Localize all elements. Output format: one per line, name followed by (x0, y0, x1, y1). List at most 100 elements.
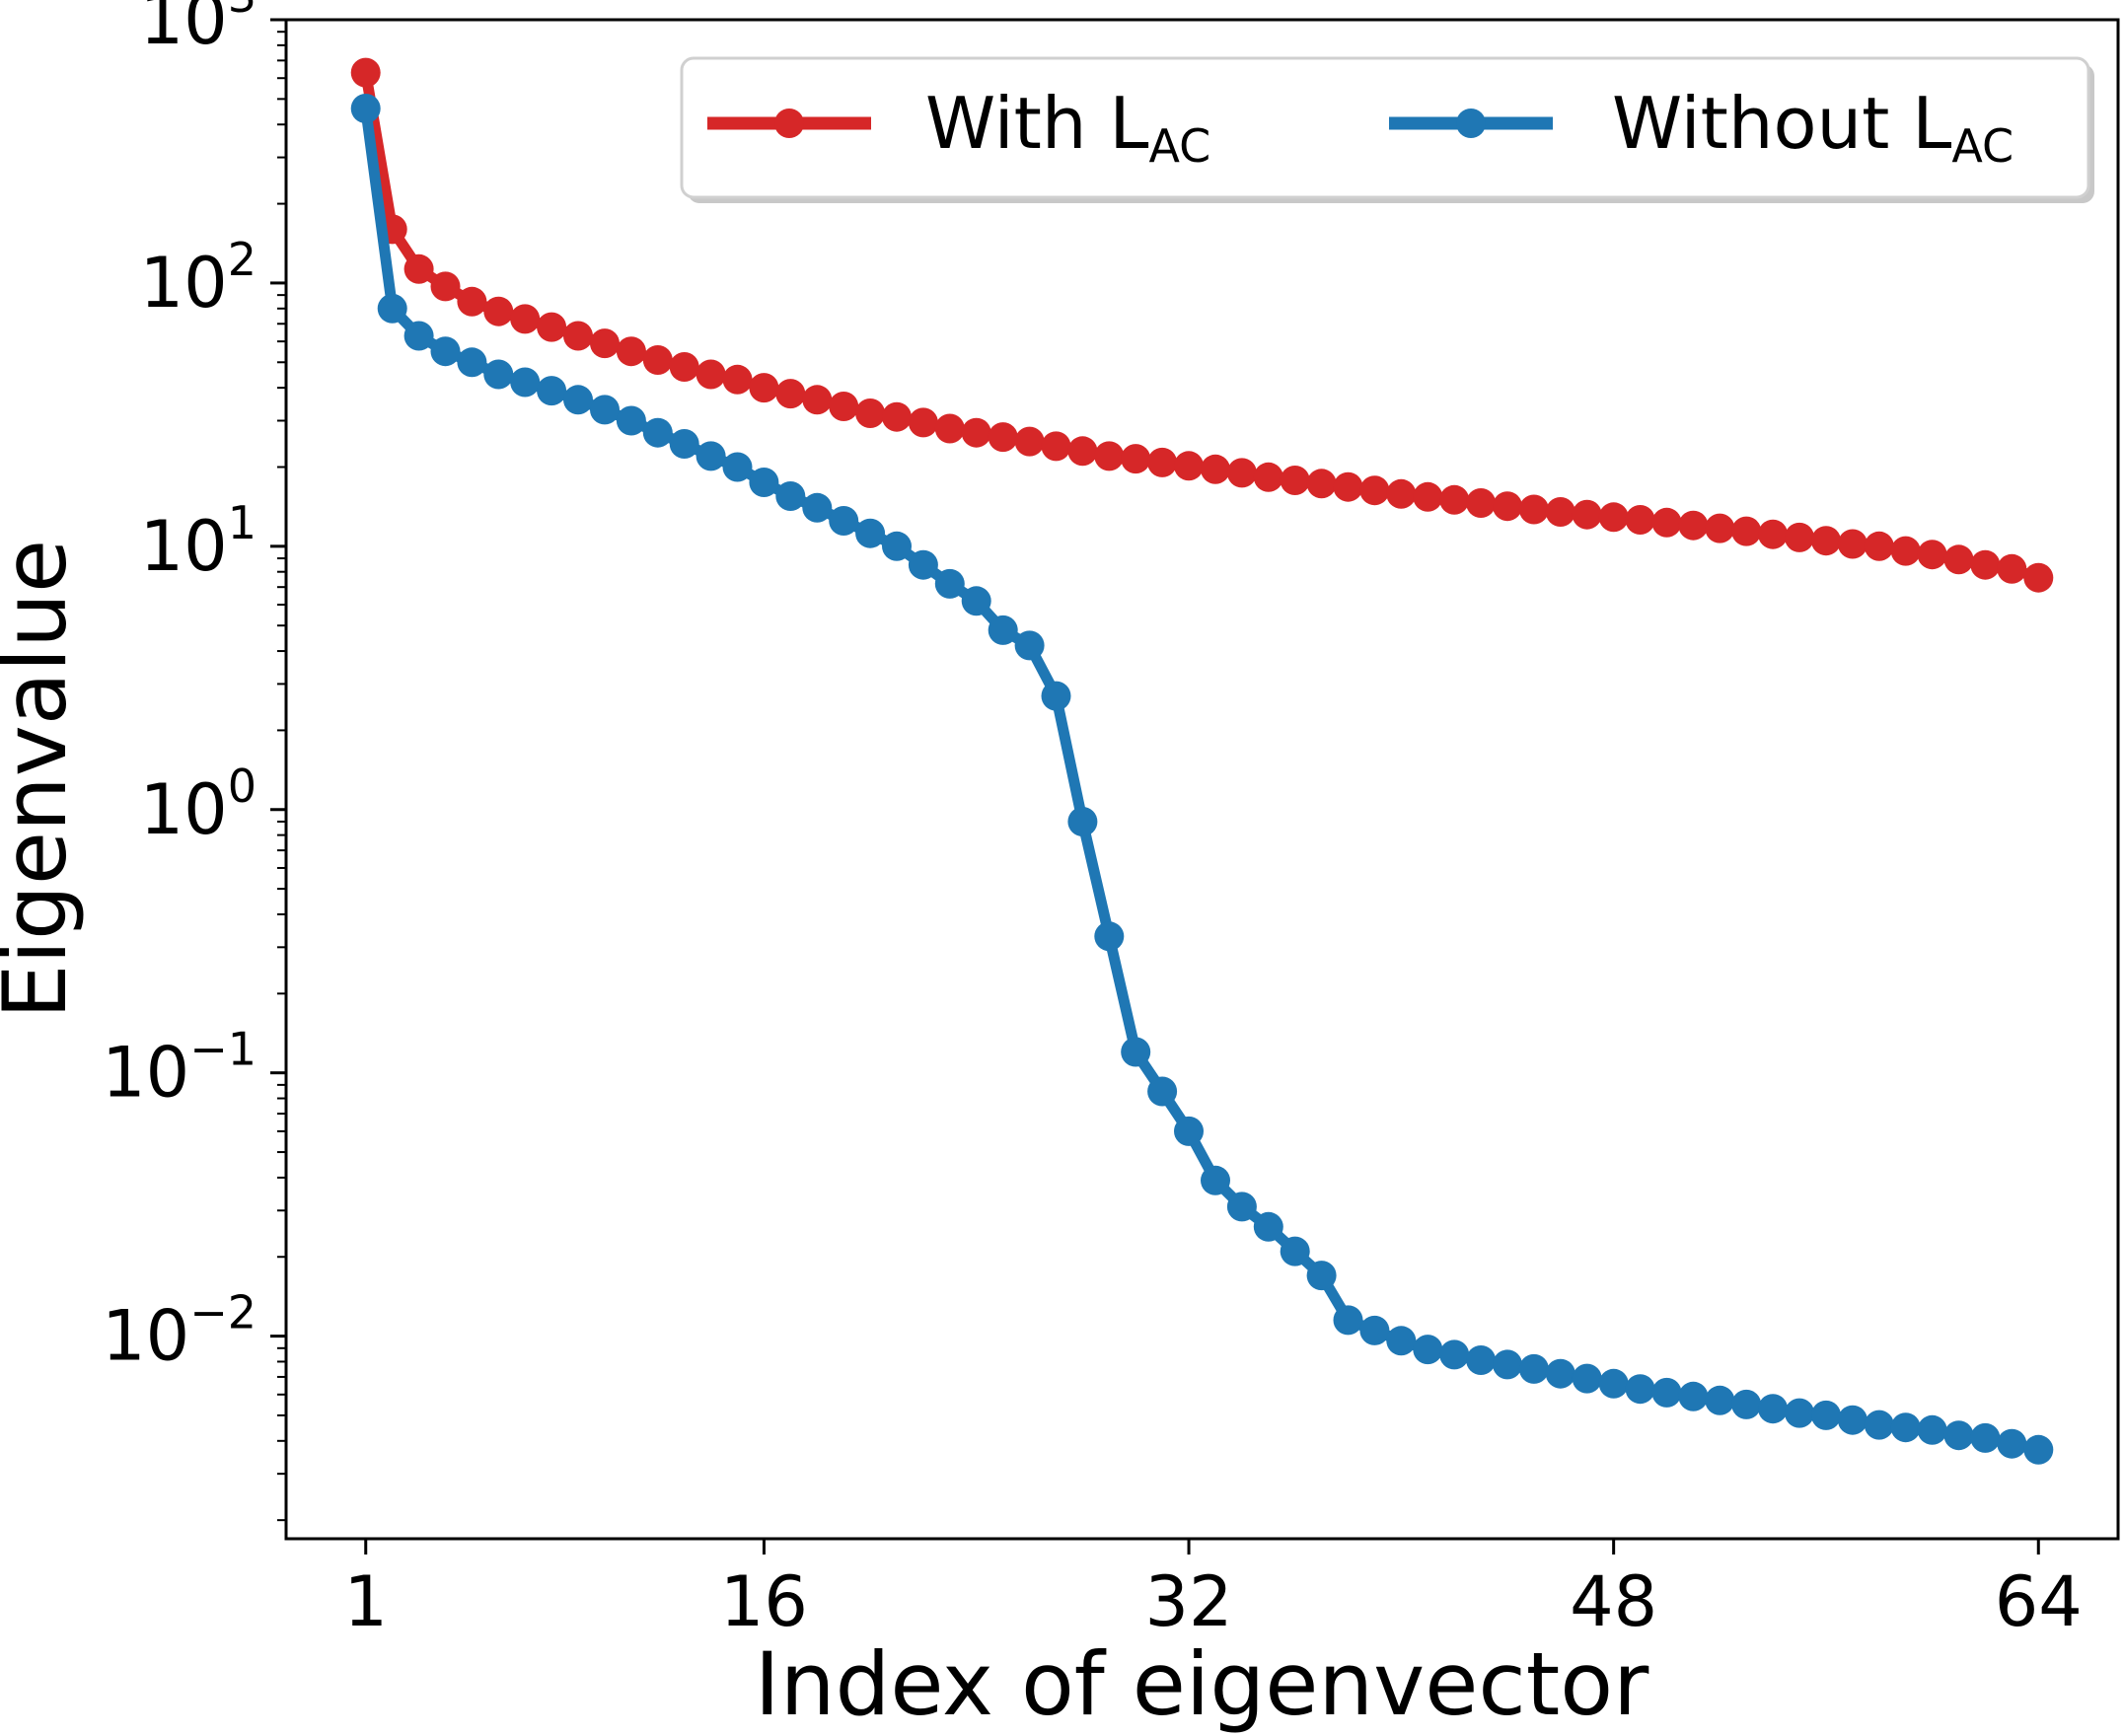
series-0-point (855, 398, 886, 428)
series-0-point (1094, 441, 1125, 471)
series-1-point (1333, 1305, 1363, 1336)
series-0-point (1917, 540, 1947, 570)
series-1-point (1280, 1236, 1310, 1266)
x-ticks: 1 16 32 48 64 (343, 1539, 2083, 1642)
series-1-point (934, 568, 965, 599)
series-0-point (563, 321, 593, 351)
y-tick-label: 103 (140, 0, 256, 60)
series-0-point (1466, 488, 1497, 518)
series-1-point (1758, 1394, 1789, 1424)
series-1-point (377, 293, 407, 324)
series-0-point (1705, 513, 1735, 543)
series-0-point (829, 392, 859, 421)
series-0-point (1306, 469, 1337, 499)
series-1-point (350, 94, 381, 123)
series-0-point (1837, 529, 1868, 559)
series-1-point (1598, 1368, 1629, 1399)
series-0-point (1359, 475, 1390, 506)
series-1-point (616, 405, 646, 436)
series-0-point (961, 417, 991, 448)
series-1-point (1386, 1326, 1417, 1356)
series-1-point (722, 452, 753, 482)
series-0-point (1731, 516, 1762, 546)
series-0-point (1598, 502, 1629, 533)
y-tick-label: 101 (140, 496, 256, 587)
series-1-point (908, 549, 938, 580)
series-1-point (1785, 1398, 1814, 1428)
legend-marker-without (1456, 108, 1486, 138)
plot-area: 103 102 101 100 10−1 10−2 1 16 32 48 64 (102, 0, 2120, 1642)
series-1-point (1545, 1358, 1575, 1389)
series-1-point (1890, 1412, 1921, 1443)
x-tick-label: 1 (343, 1561, 388, 1642)
series-0-point (1121, 444, 1151, 474)
legend-entry-with: With LAC (707, 82, 1210, 173)
series-1-point (1518, 1353, 1549, 1384)
series-1-point (1306, 1261, 1337, 1291)
series-1-point (1359, 1315, 1390, 1345)
x-tick-label: 16 (720, 1561, 808, 1642)
series-1-point (642, 417, 673, 448)
series-1-point (403, 321, 434, 351)
series-0-point (722, 364, 753, 395)
series-1-point (1651, 1377, 1682, 1408)
series-0-point (1147, 447, 1178, 477)
series-0-point (775, 379, 806, 409)
plot-frame (284, 18, 2120, 1541)
y-minor-ticks (277, 31, 286, 1522)
series-0-point (1518, 494, 1549, 525)
series-0-point (1890, 536, 1921, 566)
series-0-point (934, 413, 965, 444)
series-1-point (855, 518, 886, 548)
series-0-point (1333, 471, 1363, 502)
series-1-point (1970, 1422, 2001, 1453)
series-layer (350, 57, 2054, 1465)
x-tick-label: 32 (1145, 1561, 1233, 1642)
series-1-point (1705, 1385, 1735, 1415)
legend-marker-with (774, 108, 804, 138)
series-1-point (775, 481, 806, 511)
series-0-point (1785, 522, 1814, 552)
series-0-point (1997, 553, 2027, 584)
legend: With LAC Without LAC (680, 56, 2094, 203)
series-1-point (483, 359, 514, 390)
series-0-point (1864, 531, 1894, 561)
y-tick-label: 10−1 (102, 1023, 256, 1114)
series-0-point (616, 336, 646, 367)
series-1-point (1253, 1211, 1283, 1242)
series-0-point (1625, 505, 1655, 535)
series-1-point (1094, 921, 1125, 952)
series-1-point (749, 468, 779, 497)
series-1-point (1943, 1420, 1974, 1451)
series-0-point (1014, 426, 1045, 457)
x-tick-label: 64 (1995, 1561, 2083, 1642)
series-1-point (1625, 1374, 1655, 1405)
series-0-point (802, 385, 833, 415)
series-0-point (403, 253, 434, 284)
series-0-point (590, 328, 620, 359)
series-0-point (1493, 491, 1522, 522)
x-tick-label: 48 (1570, 1561, 1657, 1642)
series-0-point (696, 359, 726, 390)
y-tick-label: 100 (140, 760, 256, 850)
legend-label-with: With LAC (925, 82, 1210, 173)
series-1-point (1147, 1076, 1178, 1107)
series-0-point (2023, 562, 2054, 593)
series-1-point (696, 441, 726, 471)
series-1-point (1997, 1428, 2027, 1459)
series-0-point (1439, 484, 1470, 515)
series-1-point (430, 336, 461, 367)
series-1-point (1201, 1165, 1230, 1195)
series-1-point (1731, 1389, 1762, 1419)
series-1-point (510, 367, 541, 398)
legend-box (680, 56, 2090, 199)
series-1-point (1572, 1363, 1602, 1394)
series-1-point (1864, 1410, 1894, 1440)
series-0-point (1253, 462, 1283, 492)
series-1-point (1466, 1345, 1497, 1375)
series-0-point (1651, 507, 1682, 538)
series-1-point (1067, 807, 1098, 836)
series-0-point (1413, 481, 1443, 512)
series-0-point (1943, 544, 1974, 575)
series-0-point (749, 373, 779, 403)
